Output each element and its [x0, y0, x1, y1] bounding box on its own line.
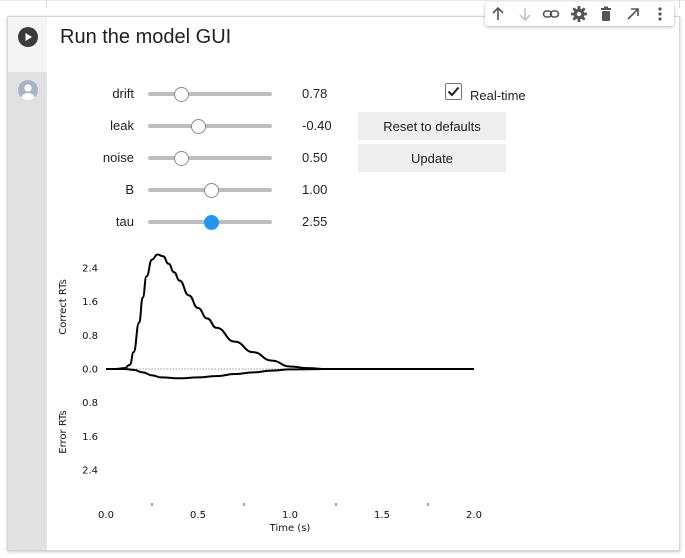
- slider-track-noise[interactable]: [148, 156, 272, 160]
- previous-cell-tick: [46, 0, 47, 8]
- cell-toolbar: [485, 2, 674, 26]
- open-external-icon[interactable]: [623, 4, 643, 24]
- slider-label-b: B: [125, 182, 134, 197]
- slider-label-noise: noise: [102, 150, 134, 165]
- more-vert-icon[interactable]: [650, 4, 670, 24]
- gear-icon[interactable]: [569, 4, 589, 24]
- reset-defaults-button[interactable]: Reset to defaults: [358, 112, 506, 140]
- slider-track-drift[interactable]: [148, 92, 272, 96]
- slider-value-noise: 0.50: [302, 150, 328, 165]
- cell-gutter-output: [8, 72, 47, 550]
- arrow-up-icon[interactable]: [488, 4, 508, 24]
- slider-value-tau: 2.55: [302, 214, 328, 229]
- realtime-label: Real-time: [470, 88, 526, 103]
- previous-cell-tick: [679, 0, 680, 8]
- cell-title: Run the model GUI: [60, 26, 232, 48]
- slider-label-leak: leak: [110, 118, 134, 133]
- user-avatar-icon: [18, 80, 38, 100]
- slider-track-leak[interactable]: [148, 124, 272, 128]
- slider-thumb-noise[interactable]: [173, 150, 189, 166]
- update-button[interactable]: Update: [358, 144, 506, 172]
- link-icon[interactable]: [541, 4, 561, 24]
- trash-icon[interactable]: [596, 4, 616, 24]
- previous-cell-border: [0, 0, 685, 1]
- slider-thumb-drift[interactable]: [173, 86, 189, 102]
- slider-label-tau: tau: [115, 214, 134, 229]
- check-icon: [447, 86, 460, 97]
- slider-thumb-b[interactable]: [203, 182, 219, 198]
- slider-value-drift: 0.78: [302, 86, 328, 101]
- arrow-down-icon[interactable]: [515, 4, 535, 24]
- slider-thumb-leak[interactable]: [191, 118, 207, 134]
- play-icon[interactable]: [18, 27, 38, 47]
- slider-value-leak: -0.40: [302, 118, 332, 133]
- slider-label-drift: drift: [112, 86, 134, 101]
- slider-thumb-tau[interactable]: [203, 214, 219, 230]
- slider-value-b: 1.00: [302, 182, 328, 197]
- realtime-checkbox[interactable]: [445, 83, 462, 100]
